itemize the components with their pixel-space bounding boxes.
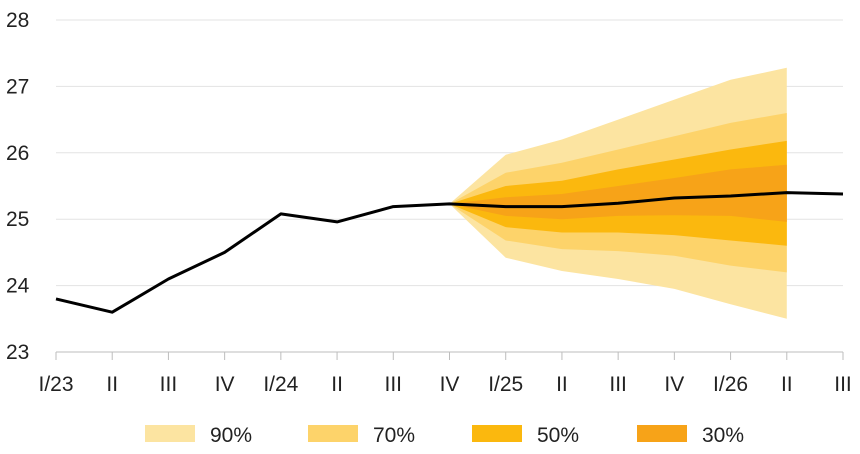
x-tick-label: III	[160, 373, 178, 396]
y-tick-label: 26	[6, 142, 29, 165]
main-series	[55, 191, 844, 314]
fan-bands	[449, 67, 787, 319]
x-tick-label: III	[834, 373, 852, 396]
legend-swatch-1	[308, 425, 358, 442]
x-tick-label: I/26	[713, 373, 748, 396]
y-tick-label: 27	[6, 75, 29, 98]
y-tick-labels: 23 24 25 26 27 28	[6, 9, 30, 364]
legend: 90% 70% 50% 30%	[145, 424, 744, 447]
x-tick-label: II	[781, 373, 793, 396]
x-tick-label: II	[556, 373, 568, 396]
x-tick-label: I/25	[488, 373, 523, 396]
x-tick-label: IV	[440, 373, 460, 396]
legend-label-1: 70%	[373, 424, 415, 447]
x-tick-label: III	[609, 373, 627, 396]
x-tick-label: IV	[215, 373, 235, 396]
x-tick-label: II	[106, 373, 118, 396]
y-tick-label: 23	[6, 341, 29, 364]
x-tick-label: IV	[664, 373, 684, 396]
x-axis	[55, 351, 844, 360]
y-tick-label: 28	[6, 9, 29, 32]
legend-label-3: 30%	[702, 424, 744, 447]
legend-swatch-3	[637, 425, 687, 442]
legend-label-0: 90%	[210, 424, 252, 447]
x-tick-label: I/23	[38, 373, 73, 396]
x-tick-label: I/24	[263, 373, 298, 396]
x-tick-label: II	[331, 373, 343, 396]
legend-swatch-0	[145, 425, 195, 442]
y-tick-label: 24	[6, 275, 30, 298]
x-tick-label: III	[385, 373, 403, 396]
series-line	[55, 191, 844, 314]
x-tick-labels: I/23 II III IV I/24 II III IV I/25 II III IV I/26 II I…	[38, 373, 851, 396]
y-tick-label: 25	[6, 208, 29, 231]
legend-swatch-2	[472, 425, 522, 442]
legend-label-2: 50%	[537, 424, 579, 447]
